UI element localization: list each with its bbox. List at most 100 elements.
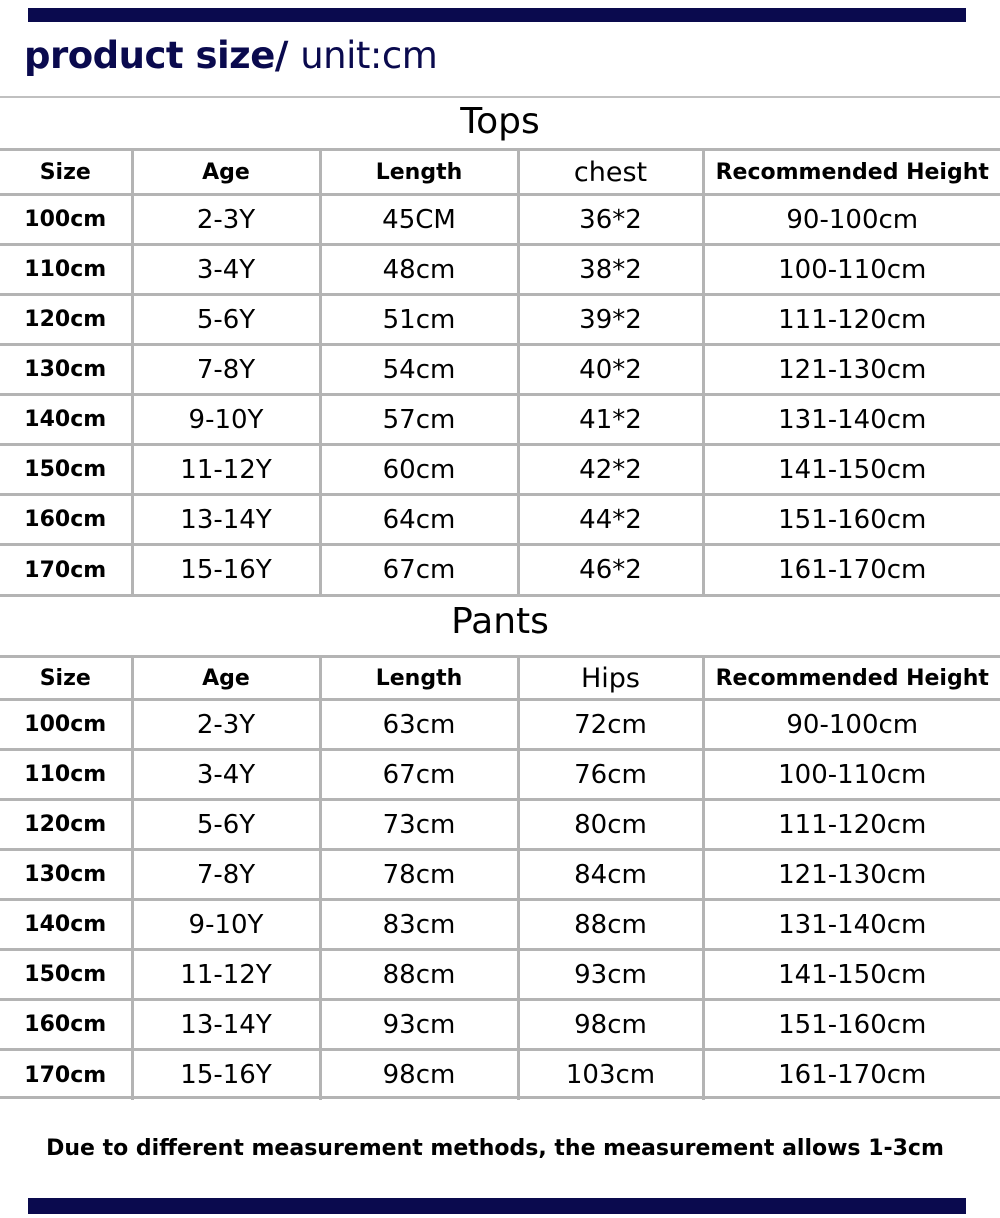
table-cell: 131-140cm [701, 393, 1000, 445]
table-cell: 120cm [0, 798, 132, 850]
table-cell: 160cm [0, 998, 132, 1050]
table-cell: 151-160cm [701, 493, 1000, 545]
divider [0, 594, 1000, 597]
table-cell: 111-120cm [701, 293, 1000, 345]
table-cell: 161-170cm [701, 1048, 1000, 1100]
table-row: 100cm 2-3Y 63cm 72cm 90-100cm [0, 698, 1000, 750]
table-row: 120cm 5-6Y 51cm 39*2 111-120cm [0, 293, 1000, 345]
table-cell: 73cm [318, 798, 518, 850]
table-cell: 88cm [318, 948, 518, 1000]
table-row: 110cm 3-4Y 48cm 38*2 100-110cm [0, 243, 1000, 295]
table-row: 160cm 13-14Y 64cm 44*2 151-160cm [0, 493, 1000, 545]
table-cell: 54cm [318, 343, 518, 395]
table-cell: 93cm [318, 998, 518, 1050]
column-header: Hips [516, 655, 703, 700]
table-cell: 103cm [516, 1048, 703, 1100]
table-cell: 130cm [0, 848, 132, 900]
divider [0, 1096, 1000, 1099]
table-cell: 72cm [516, 698, 703, 750]
table-cell: 120cm [0, 293, 132, 345]
table-cell: 13-14Y [130, 998, 320, 1050]
table-cell: 84cm [516, 848, 703, 900]
table-cell: 2-3Y [130, 698, 320, 750]
table-cell: 90-100cm [701, 193, 1000, 245]
table-cell: 15-16Y [130, 543, 320, 595]
table-cell: 140cm [0, 898, 132, 950]
title-text: product size/ [24, 34, 288, 77]
table-row: 150cm 11-12Y 88cm 93cm 141-150cm [0, 948, 1000, 1000]
table-cell: 3-4Y [130, 243, 320, 295]
table-cell: 9-10Y [130, 393, 320, 445]
table-cell: 151-160cm [701, 998, 1000, 1050]
table-cell: 11-12Y [130, 443, 320, 495]
header-row: Size Age Length chest Recommended Height [0, 148, 1000, 195]
table-cell: 141-150cm [701, 948, 1000, 1000]
table-cell: 170cm [0, 543, 132, 595]
column-header: Age [130, 655, 320, 700]
table-cell: 51cm [318, 293, 518, 345]
table-cell: 121-130cm [701, 848, 1000, 900]
measurement-note: Due to different measurement methods, th… [46, 1136, 944, 1161]
table-cell: 60cm [318, 443, 518, 495]
table-cell: 48cm [318, 243, 518, 295]
table-row: 110cm 3-4Y 67cm 76cm 100-110cm [0, 748, 1000, 800]
table-cell: 57cm [318, 393, 518, 445]
table-cell: 90-100cm [701, 698, 1000, 750]
table-row: 120cm 5-6Y 73cm 80cm 111-120cm [0, 798, 1000, 850]
table-cell: 63cm [318, 698, 518, 750]
table-row: 160cm 13-14Y 93cm 98cm 151-160cm [0, 998, 1000, 1050]
table-cell: 39*2 [516, 293, 703, 345]
column-header: Length [318, 655, 518, 700]
table-cell: 5-6Y [130, 798, 320, 850]
table-cell: 141-150cm [701, 443, 1000, 495]
table-cell: 110cm [0, 243, 132, 295]
table-row: 170cm 15-16Y 98cm 103cm 161-170cm [0, 1048, 1000, 1100]
table-cell: 100cm [0, 193, 132, 245]
table-cell: 67cm [318, 543, 518, 595]
table-cell: 3-4Y [130, 748, 320, 800]
table-cell: 100cm [0, 698, 132, 750]
pants-table: Size Age Length Hips Recommended Height 100cm… [0, 655, 1000, 1100]
table-cell: 93cm [516, 948, 703, 1000]
bottom-accent-bar [28, 1198, 966, 1214]
table-cell: 46*2 [516, 543, 703, 595]
table-cell: 45CM [318, 193, 518, 245]
table-cell: 64cm [318, 493, 518, 545]
column-header: Recommended Height [701, 655, 1000, 700]
table-cell: 5-6Y [130, 293, 320, 345]
table-cell: 111-120cm [701, 798, 1000, 850]
table-cell: 13-14Y [130, 493, 320, 545]
page-title: product size/ unit:cm [24, 34, 438, 77]
table-cell: 98cm [318, 1048, 518, 1100]
table-cell: 160cm [0, 493, 132, 545]
table-cell: 131-140cm [701, 898, 1000, 950]
table-cell: 11-12Y [130, 948, 320, 1000]
tops-title: Tops [0, 96, 1000, 148]
table-cell: 121-130cm [701, 343, 1000, 395]
table-cell: 83cm [318, 898, 518, 950]
table-cell: 38*2 [516, 243, 703, 295]
table-cell: 140cm [0, 393, 132, 445]
table-cell: 161-170cm [701, 543, 1000, 595]
table-cell: 40*2 [516, 343, 703, 395]
table-cell: 9-10Y [130, 898, 320, 950]
column-header: chest [516, 148, 703, 195]
tops-table: Size Age Length chest Recommended Height 100c… [0, 148, 1000, 595]
table-cell: 2-3Y [130, 193, 320, 245]
table-row: 140cm 9-10Y 57cm 41*2 131-140cm [0, 393, 1000, 445]
header-row: Size Age Length Hips Recommended Height [0, 655, 1000, 700]
table-cell: 76cm [516, 748, 703, 800]
table-row: 140cm 9-10Y 83cm 88cm 131-140cm [0, 898, 1000, 950]
table-cell: 36*2 [516, 193, 703, 245]
column-header: Age [130, 148, 320, 195]
table-cell: 42*2 [516, 443, 703, 495]
table-cell: 88cm [516, 898, 703, 950]
table-row: 170cm 15-16Y 67cm 46*2 161-170cm [0, 543, 1000, 595]
table-cell: 15-16Y [130, 1048, 320, 1100]
table-row: 150cm 11-12Y 60cm 42*2 141-150cm [0, 443, 1000, 495]
table-cell: 98cm [516, 998, 703, 1050]
table-cell: 100-110cm [701, 748, 1000, 800]
column-header: Size [0, 655, 132, 700]
table-row: 130cm 7-8Y 78cm 84cm 121-130cm [0, 848, 1000, 900]
